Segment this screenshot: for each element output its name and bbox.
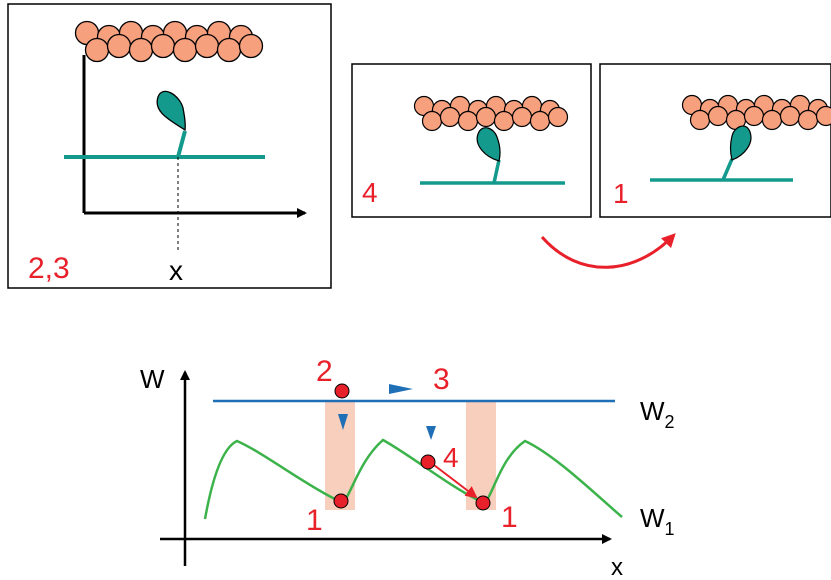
w1-curve (203, 438, 623, 520)
myosin-head (156, 90, 187, 158)
actin-bead (194, 33, 220, 59)
downward-transition-arrow (426, 426, 436, 440)
state-point-4 (420, 454, 436, 470)
point-label-2: 2 (316, 355, 333, 388)
state-point-1-left (333, 493, 349, 509)
actin-bead (172, 37, 198, 63)
point-label-4: 4 (443, 442, 459, 473)
actin-bead (761, 109, 783, 131)
actin-bead (493, 110, 515, 132)
myosin-head (721, 125, 752, 181)
y-axis-label: W (140, 364, 165, 394)
point-label-3: 3 (433, 363, 450, 396)
w2-label: W2 (640, 396, 675, 432)
state-label: 1 (613, 178, 629, 209)
actin-bead (707, 105, 729, 127)
actin-filament (74, 20, 264, 63)
w1-label: W1 (640, 503, 675, 539)
myosin-head (476, 127, 501, 184)
energy-plot: W x W2 W1 2 3 4 1 1 (140, 355, 675, 580)
actin-bead (216, 37, 242, 63)
actin-bead (779, 105, 801, 127)
point-label-1-right: 1 (501, 501, 518, 534)
actin-bead (84, 37, 110, 63)
actin-bead (106, 33, 132, 59)
state-point-1-right (475, 495, 491, 511)
state-label: 4 (362, 177, 378, 208)
relaxation-arrow (429, 461, 478, 499)
state-point-2 (334, 383, 350, 399)
x-axis-label: x (611, 554, 623, 580)
actin-bead (128, 37, 154, 63)
actin-bead (457, 110, 479, 132)
panel-state-1: 1 (599, 63, 831, 218)
actin-bead (689, 109, 711, 131)
actin-bead (238, 33, 264, 59)
actin-bead (511, 106, 533, 128)
actin-bead (797, 109, 819, 131)
actin-bead (439, 106, 461, 128)
actin-bead (150, 33, 176, 59)
actin-bead (743, 105, 765, 127)
transition-arrow (540, 233, 676, 269)
actin-bead (547, 106, 569, 128)
point-label-1-left: 1 (306, 504, 323, 537)
actin-filament (681, 94, 831, 131)
actin-bead (529, 110, 551, 132)
actin-bead (475, 106, 497, 128)
upward-transition-arrow (338, 414, 348, 430)
panel-state-4: 4 (351, 63, 592, 218)
state-label: 2,3 (28, 252, 70, 285)
drift-arrow (389, 384, 413, 394)
actin-bead (815, 105, 831, 127)
x-position-label: x (169, 255, 183, 286)
panel-state-2-3: 2,3 x (7, 3, 332, 289)
actin-filament (413, 95, 569, 132)
actin-bead (421, 110, 443, 132)
